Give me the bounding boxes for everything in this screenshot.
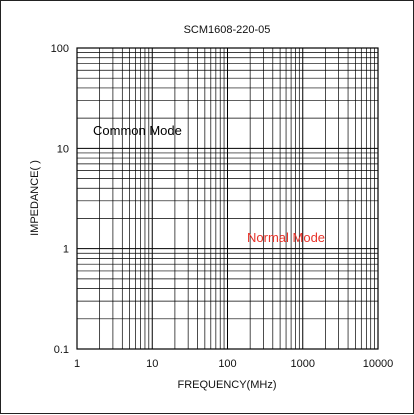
annotation-normal-mode: Normal Mode	[247, 230, 325, 245]
grid	[76, 48, 378, 350]
x-tick-label: 10000	[363, 358, 394, 370]
x-tick-label: 10	[146, 358, 158, 370]
y-tick-label: 0.1	[54, 344, 69, 356]
y-tick-label: 100	[51, 43, 69, 55]
x-tick-label: 100	[218, 358, 236, 370]
tick-labels: 1 10 100 1000 10000 0.1 1 10 100	[51, 43, 394, 370]
x-axis-label: FREQUENCY(MHz)	[178, 379, 277, 391]
y-tick-label: 10	[57, 143, 69, 155]
y-tick-label: 1	[63, 244, 69, 256]
chart-title: SCM1608-220-05	[184, 24, 271, 36]
y-axis-label: IMPEDANCE( )	[29, 160, 41, 236]
plot-area	[76, 47, 379, 350]
annotation-common-mode: Common Mode	[93, 123, 182, 138]
x-tick-label: 1	[74, 358, 80, 370]
x-tick-label: 1000	[291, 358, 315, 370]
